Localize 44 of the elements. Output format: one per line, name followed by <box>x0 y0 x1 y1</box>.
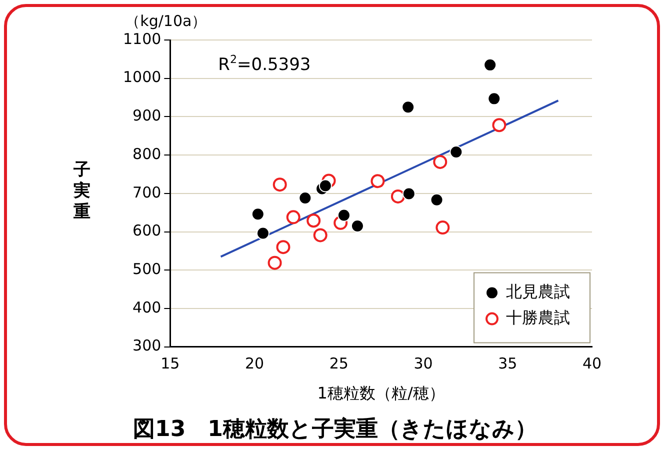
point <box>390 189 405 204</box>
x-axis-title: 1穂粒数（粒/穂） <box>317 384 445 403</box>
y-tick-label: 500 <box>132 260 162 278</box>
point <box>370 174 385 188</box>
x-tick-label: 40 <box>582 354 602 373</box>
x-tick-label: 20 <box>244 354 264 373</box>
point <box>306 214 321 228</box>
point <box>402 100 415 114</box>
y-tick-label: 400 <box>132 298 162 316</box>
point <box>313 228 328 242</box>
point <box>350 220 364 232</box>
point <box>272 178 287 192</box>
x-tick-label: 30 <box>414 354 433 373</box>
point <box>402 187 416 200</box>
legend-label: 北見農試 <box>506 282 570 301</box>
point <box>298 192 312 204</box>
point <box>492 118 506 132</box>
y-tick-label: 700 <box>132 183 162 202</box>
y-axis-title: 子実重 <box>72 160 92 223</box>
point <box>484 58 497 72</box>
point <box>276 240 290 254</box>
legend-label: 十勝農試 <box>506 308 570 327</box>
x-tick-label: 25 <box>329 354 348 373</box>
point <box>256 226 270 240</box>
point <box>268 256 282 270</box>
point <box>433 154 448 169</box>
y-tick-label: 800 <box>132 144 162 163</box>
x-tick-label: 15 <box>160 354 180 373</box>
y-tick-label: 900 <box>132 106 162 125</box>
point <box>430 193 444 206</box>
y-tick-label: 1000 <box>122 68 162 86</box>
y-tick-label: 300 <box>132 336 162 355</box>
y-tick-label: 600 <box>132 222 162 240</box>
text: 図13 1穂粒数と子実重（きたほなみ） <box>132 416 538 444</box>
text: （kg/10a） <box>125 12 207 30</box>
point <box>337 208 350 222</box>
point <box>318 179 332 192</box>
point <box>251 208 264 221</box>
point <box>286 210 300 224</box>
x-tick-label: 35 <box>498 354 518 373</box>
y-tick-label: 1100 <box>122 30 162 48</box>
point <box>450 145 463 158</box>
point <box>488 92 501 106</box>
point <box>436 220 450 235</box>
